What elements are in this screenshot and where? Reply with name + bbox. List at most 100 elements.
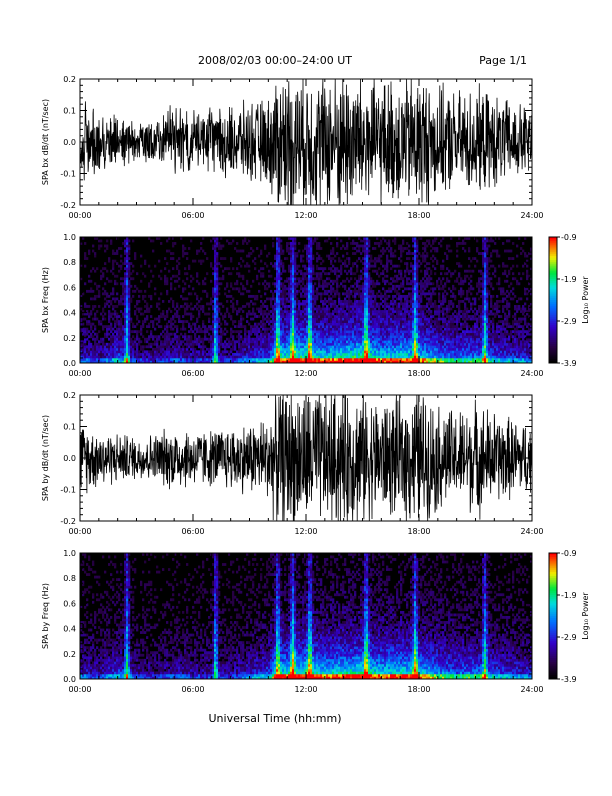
heatmap-cell [360, 277, 362, 280]
heatmap-cell [250, 328, 252, 331]
heatmap-cell [410, 310, 412, 313]
heatmap-cell [180, 350, 182, 353]
heatmap-cell [402, 320, 404, 323]
heatmap-cell [212, 333, 214, 336]
heatmap-cell [128, 320, 130, 323]
heatmap-cell [264, 325, 266, 328]
heatmap-cell [402, 295, 404, 298]
heatmap-cell [398, 330, 400, 333]
heatmap-cell [182, 290, 184, 293]
heatmap-cell [94, 313, 96, 316]
heatmap-cell [284, 325, 286, 328]
heatmap-cell [124, 343, 126, 346]
heatmap-cell [360, 310, 362, 313]
heatmap-cell [186, 257, 188, 260]
heatmap-cell [260, 300, 262, 303]
heatmap-cell [404, 350, 406, 353]
heatmap-cell [334, 350, 336, 353]
heatmap-cell [296, 323, 298, 326]
heatmap-cell [372, 328, 374, 331]
heatmap-cell [354, 340, 356, 343]
heatmap-cell [146, 355, 148, 358]
heatmap-cell [338, 292, 340, 295]
heatmap-cell [396, 353, 398, 356]
heatmap-cell [124, 348, 126, 351]
heatmap-cell [334, 260, 336, 263]
heatmap-cell [290, 250, 292, 253]
heatmap-cell [262, 318, 264, 321]
heatmap-cell [406, 323, 408, 326]
heatmap-cell [308, 250, 310, 253]
heatmap-cell [128, 318, 130, 321]
heatmap-cell [368, 275, 370, 278]
heatmap-cell [84, 353, 86, 356]
heatmap-cell [326, 272, 328, 275]
heatmap-cell [322, 280, 324, 283]
heatmap-cell [356, 335, 358, 338]
heatmap-cell [414, 353, 416, 356]
heatmap-cell [352, 272, 354, 275]
heatmap-cell [108, 305, 110, 308]
heatmap-cell [306, 325, 308, 328]
heatmap-cell [188, 285, 190, 288]
heatmap-cell [280, 250, 282, 253]
heatmap-cell [394, 300, 396, 303]
heatmap-cell [94, 348, 96, 351]
heatmap-cell [296, 313, 298, 316]
heatmap-cell [276, 257, 278, 260]
heatmap-cell [168, 338, 170, 341]
heatmap-cell [202, 320, 204, 323]
heatmap-cell [314, 295, 316, 298]
heatmap-cell [214, 267, 216, 270]
heatmap-cell [302, 348, 304, 351]
heatmap-cell [140, 255, 142, 258]
heatmap-cell [324, 325, 326, 328]
heatmap-cell [380, 262, 382, 265]
heatmap-cell [414, 318, 416, 321]
heatmap-cell [194, 338, 196, 341]
heatmap-cell [258, 345, 260, 348]
heatmap-cell [384, 318, 386, 321]
heatmap-cell [356, 328, 358, 331]
heatmap-cell [272, 345, 274, 348]
heatmap-cell [406, 277, 408, 280]
heatmap-cell [402, 242, 404, 245]
heatmap-cell [236, 287, 238, 290]
heatmap-cell [380, 315, 382, 318]
heatmap-cell [90, 333, 92, 336]
heatmap-cell [378, 295, 380, 298]
heatmap-cell [304, 287, 306, 290]
heatmap-cell [276, 353, 278, 356]
heatmap-cell [278, 285, 280, 288]
x-tick-label-0: 06:00 [181, 211, 204, 220]
heatmap-cell [138, 340, 140, 343]
heatmap-cell [326, 345, 328, 348]
heatmap-cell [384, 313, 386, 316]
heatmap-cell [364, 330, 366, 333]
heatmap-cell [128, 285, 130, 288]
heatmap-cell [246, 290, 248, 293]
heatmap-cell [132, 277, 134, 280]
heatmap-cell [270, 358, 272, 361]
heatmap-cell [380, 250, 382, 253]
heatmap-cell [126, 277, 128, 280]
heatmap-cell [178, 340, 180, 343]
heatmap-cell [104, 353, 106, 356]
heatmap-cell [368, 330, 370, 333]
heatmap-cell [118, 355, 120, 358]
heatmap-cell [156, 338, 158, 341]
heatmap-cell [256, 333, 258, 336]
heatmap-cell [312, 328, 314, 331]
heatmap-cell [276, 335, 278, 338]
heatmap-cell [88, 348, 90, 351]
heatmap-cell [400, 270, 402, 273]
heatmap-cell [172, 340, 174, 343]
heatmap-cell [104, 343, 106, 346]
heatmap-cell [366, 267, 368, 270]
heatmap-cell [318, 242, 320, 245]
heatmap-cell [390, 282, 392, 285]
heatmap-cell [370, 353, 372, 356]
heatmap-cell [198, 328, 200, 331]
heatmap-cell [102, 308, 104, 311]
heatmap-cell [196, 328, 198, 331]
